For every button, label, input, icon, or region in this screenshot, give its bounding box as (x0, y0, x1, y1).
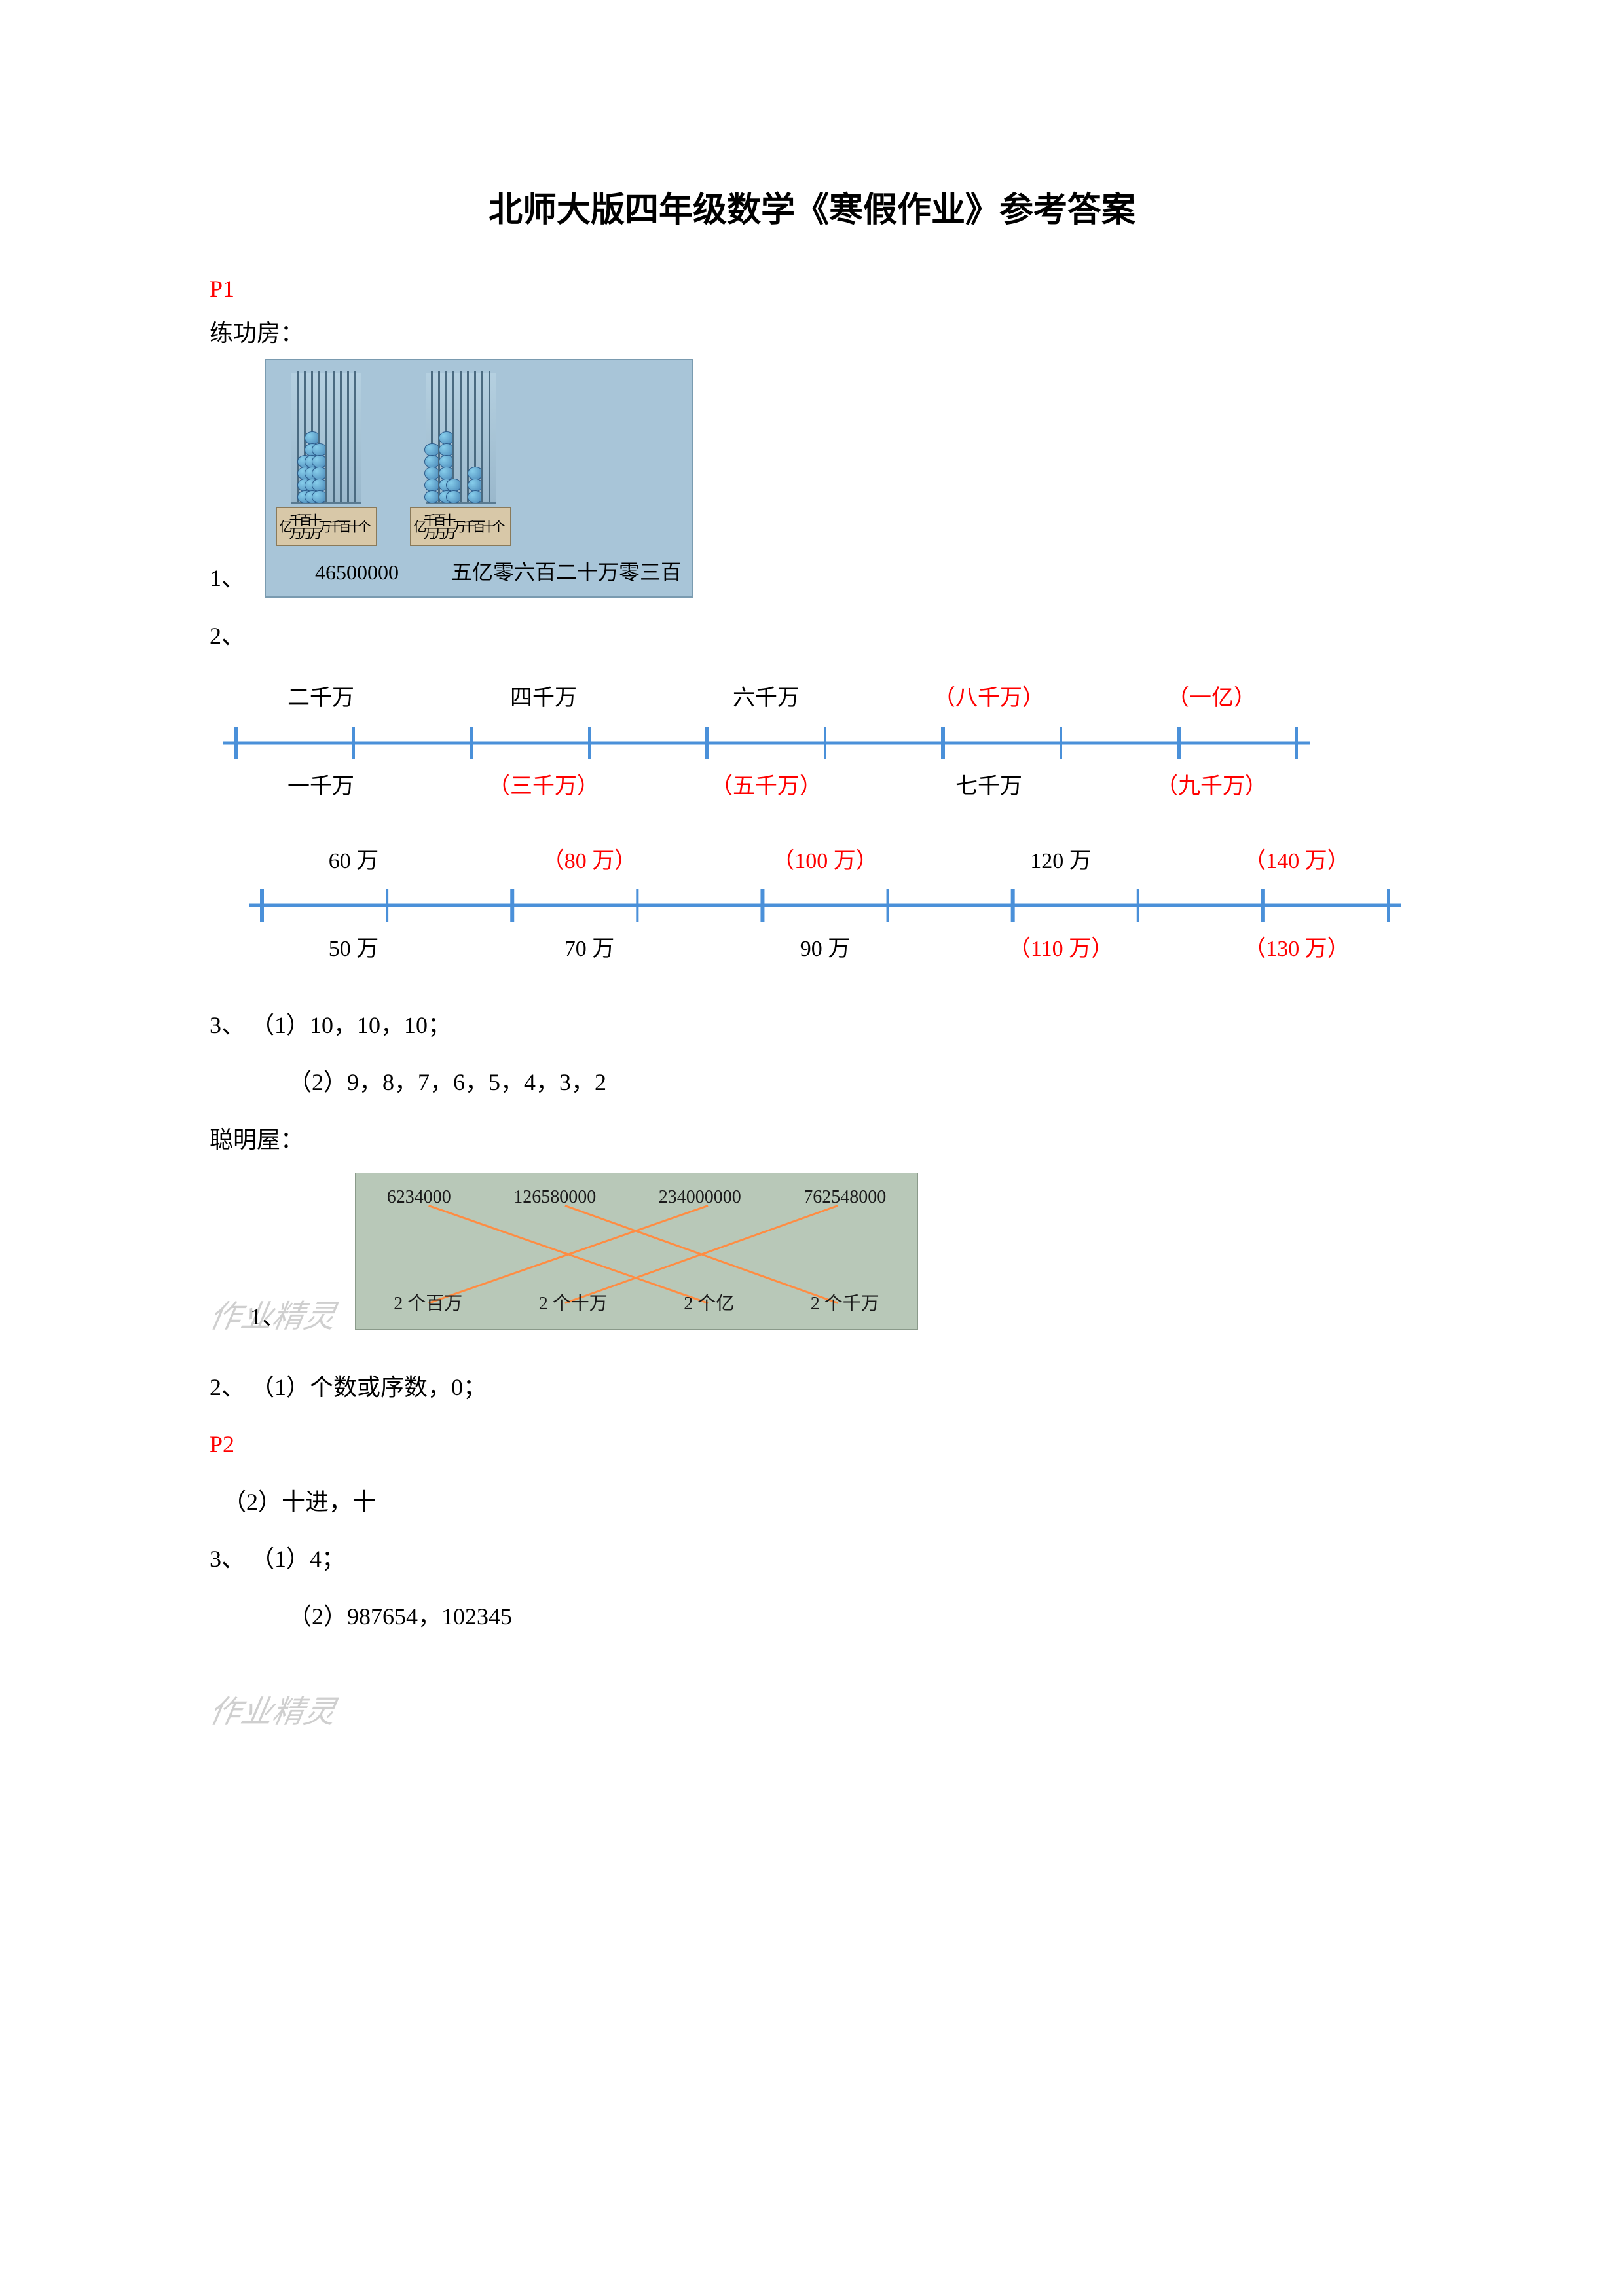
section-congmingwu: 聪明屋： (210, 1121, 1414, 1159)
abacus-caption-right: 五亿零六百二十万零三百 (451, 556, 682, 589)
numline-top-label: （140 万） (1179, 844, 1414, 879)
numline-bottom-label: （九千万） (1100, 769, 1323, 805)
numline-bottom-label: 90 万 (707, 932, 943, 967)
abacus-bead (312, 443, 327, 456)
matching-diagram: 6234000126580000234000000762548000 2 个百万… (355, 1173, 918, 1330)
abacus-bead (446, 490, 462, 503)
match-bottom-item: 2 个千万 (811, 1290, 879, 1319)
item-2-label: 2、 (210, 617, 1414, 655)
abacus-rod (474, 371, 476, 502)
p2-item-3: （2）987654，102345 (210, 1598, 1414, 1636)
abacus-bead (468, 479, 483, 492)
numline-bottom-label: （130 万） (1179, 932, 1414, 967)
abacus-rod (481, 371, 483, 502)
numline-bottom-label: 七千万 (877, 769, 1100, 805)
abacus-bead (468, 467, 483, 480)
abacus-bead (312, 455, 327, 468)
abacus-bead (304, 431, 320, 445)
watermark-2: 作业精灵 (205, 1688, 1419, 1738)
p2-item-1: （2）十进，十 (210, 1484, 1414, 1522)
abacus-row: 1、 亿千万百万十万万千百十个 亿千万百万十万万千百十个 46500000 五亿… (210, 359, 1414, 597)
rod-label: 个 (496, 513, 504, 539)
number-line-1-svg (210, 723, 1323, 763)
abacus-rod (325, 371, 327, 502)
numline-bottom-label: （五千万） (655, 769, 877, 805)
numline-bottom-label: （110 万） (943, 932, 1179, 967)
number-line-2-svg (236, 886, 1414, 925)
abacus-rod (340, 371, 342, 502)
abacus-bead (424, 455, 440, 468)
numline-bottom-label: 50 万 (236, 932, 471, 967)
numline-bottom-label: （三千万） (432, 769, 655, 805)
abacus-rod (460, 371, 462, 502)
numline-top-label: 四千万 (432, 681, 655, 716)
abacus-bead (439, 443, 454, 456)
numline-top-label: 60 万 (236, 844, 471, 879)
rod-label: 个 (362, 513, 369, 539)
abacus-image: 亿千万百万十万万千百十个 亿千万百万十万万千百十个 46500000 五亿零六百… (265, 359, 693, 597)
abacus-bead (312, 467, 327, 480)
abacus-rod (431, 371, 433, 502)
numline-top-label: （八千万） (877, 681, 1100, 716)
abacus-rod (489, 371, 490, 502)
item-cmw-1-num: 1、 (250, 1298, 286, 1336)
abacus-caption-left: 46500000 (315, 556, 399, 589)
abacus-rod (347, 371, 349, 502)
number-line-2: 60 万（80 万）（100 万）120 万（140 万） 50 万70 万90… (236, 844, 1414, 968)
abacus-bead (439, 431, 454, 445)
page-title: 北师大版四年级数学《寒假作业》参考答案 (210, 183, 1414, 238)
abacus-bead (439, 455, 454, 468)
item-cmw-2: 2、 （1）个数或序数，0； (210, 1369, 1414, 1407)
match-bottom-item: 2 个十万 (539, 1290, 608, 1319)
page-marker-p2: P2 (210, 1426, 1414, 1464)
page-marker-p1: P1 (210, 270, 1414, 308)
match-bottom-item: 2 个百万 (394, 1290, 462, 1319)
abacus-bead (439, 467, 454, 480)
numline-top-label: 二千万 (210, 681, 432, 716)
abacus-bead (468, 490, 483, 503)
abacus-bead (446, 479, 462, 492)
abacus-rod (333, 371, 335, 502)
numline-bottom-label: 70 万 (471, 932, 707, 967)
abacus-rod (354, 371, 356, 502)
number-line-1: 二千万四千万六千万（八千万）（一亿） 一千万（三千万）（五千万）七千万（九千万） (210, 681, 1323, 805)
section-liangongfang: 练功房： (210, 315, 1414, 353)
item-3-2: （2）9，8，7，6，5，4，3，2 (210, 1064, 1414, 1102)
numline-top-label: 六千万 (655, 681, 877, 716)
item-3-1: 3、 （1）10，10，10； (210, 1007, 1414, 1045)
abacus-bead (424, 467, 440, 480)
match-bottom-item: 2 个亿 (684, 1290, 734, 1319)
abacus-left: 亿千万百万十万万千百十个 (276, 373, 377, 546)
item-1-label: 1、 (210, 560, 251, 598)
abacus-rod (318, 371, 320, 502)
abacus-bead (424, 479, 440, 492)
numline-top-label: （100 万） (707, 844, 943, 879)
abacus-right: 亿千万百万十万万千百十个 (410, 373, 511, 546)
abacus-bead (312, 479, 327, 492)
abacus-bead (312, 490, 327, 503)
numline-top-label: 120 万 (943, 844, 1179, 879)
p2-item-2: 3、 （1）4； (210, 1540, 1414, 1578)
abacus-bead (424, 490, 440, 503)
numline-top-label: （80 万） (471, 844, 707, 879)
abacus-rod (452, 371, 454, 502)
abacus-bead (424, 443, 440, 456)
numline-top-label: （一亿） (1100, 681, 1323, 716)
numline-bottom-label: 一千万 (210, 769, 432, 805)
